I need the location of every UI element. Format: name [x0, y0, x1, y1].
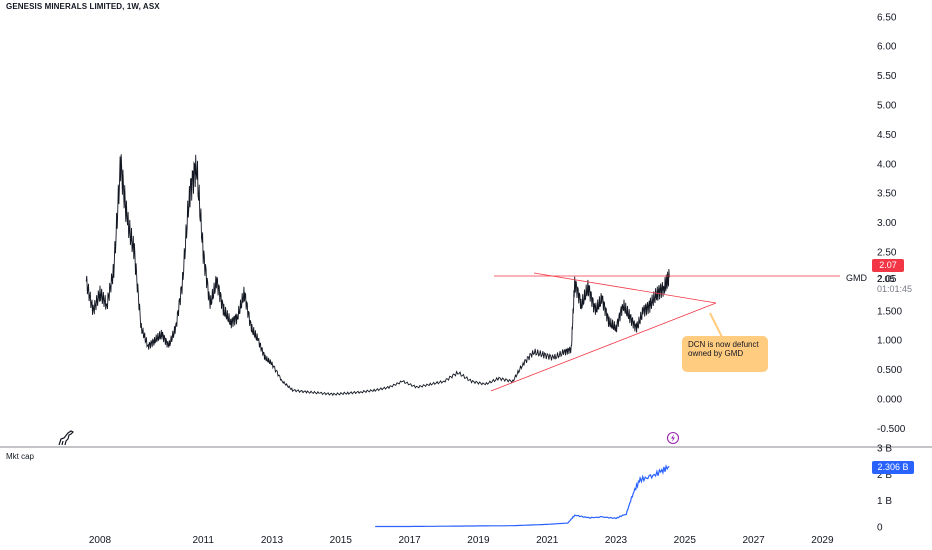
lightning-icon[interactable]	[666, 431, 680, 445]
mktcap-axis: 3 B 2 B 1 B 0	[877, 444, 892, 534]
price-tick: 5.00	[877, 101, 897, 112]
price-tick: 5.50	[877, 71, 897, 82]
last-price: 2.05	[877, 274, 895, 284]
price-series	[85, 154, 670, 397]
price-tick: 4.50	[877, 130, 897, 141]
price-tick: 2.05	[877, 274, 897, 285]
price-tick: 3.00	[877, 218, 897, 229]
time-tick: 2017	[398, 535, 421, 546]
price-tick: 1.000	[877, 336, 902, 347]
mktcap-series	[375, 464, 670, 528]
bar-countdown: 01:01:45	[877, 284, 913, 294]
mktcap-tick: 2 B	[877, 470, 892, 481]
symbol-title: GENESIS MINERALS LIMITED, 1W, ASX	[6, 2, 160, 11]
price-tick: 6.00	[877, 42, 897, 53]
time-tick: 2023	[605, 535, 628, 546]
time-axis: 2008 2011 2013 2015 2017 2019 2021 2023 2025 2027…	[89, 535, 834, 546]
annotation-line-2: owned by GMD	[688, 349, 744, 358]
annotation-callout[interactable]: DCN is now defunct owned by GMD	[682, 336, 768, 372]
mktcap-label: Mkt cap	[6, 452, 35, 461]
mktcap-tick: 1 B	[877, 496, 892, 507]
time-tick: 2021	[536, 535, 559, 546]
mktcap-tick: 0	[877, 523, 883, 534]
price-line	[85, 154, 670, 397]
mktcap-badge: 2.306 B	[872, 461, 914, 474]
price-tick: 1.500	[877, 306, 902, 317]
time-tick: 2019	[467, 535, 490, 546]
price-tick: 0.000	[877, 395, 902, 406]
trendlines[interactable]	[490, 272, 840, 392]
callout-pointer	[709, 312, 723, 338]
time-tick: 2008	[89, 535, 112, 546]
time-tick: 2025	[674, 535, 697, 546]
dinosaur-icon[interactable]	[56, 429, 76, 447]
mktcap-line	[375, 464, 670, 528]
price-tick: 3.50	[877, 189, 897, 200]
time-tick: 2015	[330, 535, 353, 546]
time-tick: 2011	[192, 535, 214, 546]
price-tick: 4.00	[877, 159, 897, 170]
time-tick: 2027	[742, 535, 765, 546]
price-axis: 6.50 6.00 5.50 5.00 4.50 4.00 3.50 3.00 2.50 2.05…	[877, 12, 906, 435]
annotation-line-1: DCN is now defunct	[688, 340, 759, 349]
price-tick: 2.50	[877, 248, 897, 259]
price-badge: 2.07	[872, 259, 904, 272]
time-tick: 2013	[261, 535, 284, 546]
price-tick: -0.500	[877, 424, 906, 435]
lower-triangle-line[interactable]	[490, 302, 717, 392]
ticker-label: GMD	[846, 273, 867, 283]
mktcap-tick: 3 B	[877, 444, 892, 455]
price-tick: 0.500	[877, 365, 902, 376]
time-tick: 2029	[811, 535, 834, 546]
upper-triangle-line[interactable]	[533, 272, 717, 304]
price-tick: 6.50	[877, 12, 897, 23]
